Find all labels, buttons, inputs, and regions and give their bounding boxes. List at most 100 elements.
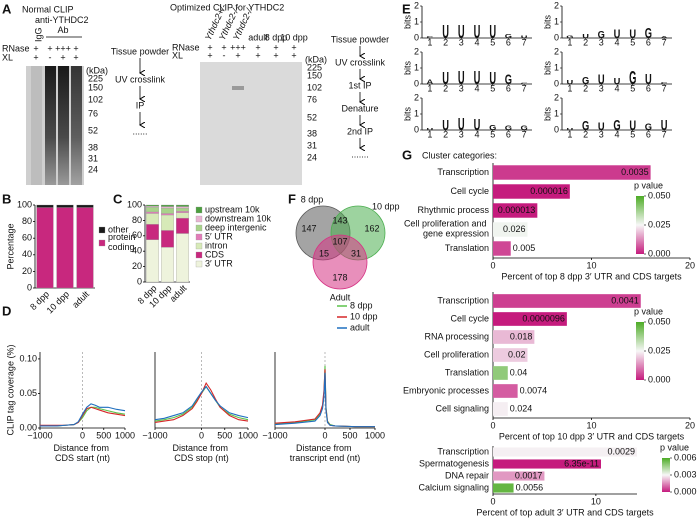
p-value-label: 0.005	[513, 243, 536, 253]
kda-label: 76	[88, 108, 98, 118]
lane-mark: +	[207, 42, 212, 52]
y-axis-label: bits	[402, 61, 412, 76]
colorbar-tick-label: 0.050	[648, 190, 671, 200]
logo-letter: U	[474, 23, 481, 43]
x-tick-label: 2	[583, 37, 588, 47]
bar-segment	[176, 211, 189, 213]
category-label: Translation	[445, 243, 489, 253]
p-value-label: 0.000016	[530, 186, 568, 196]
bar-segment	[56, 204, 74, 208]
y-tick-label: 0	[414, 78, 419, 88]
flow-step: UV crosslink	[115, 74, 166, 84]
logo-letter: U	[582, 33, 589, 39]
x-tick-label: −1000	[27, 430, 52, 440]
category-label: Transcription	[437, 295, 489, 305]
panel-label: E	[402, 1, 411, 16]
logo-letter: G	[613, 117, 620, 134]
text-line: Distance from	[172, 443, 230, 453]
text-line: CDS start (nt)	[55, 454, 110, 464]
bar	[493, 402, 508, 416]
colorbar-tick-label: 0.000	[648, 374, 671, 384]
y-tick-label: 1	[414, 62, 419, 72]
logo-letter: G	[645, 25, 652, 42]
row-label: RNase	[2, 43, 30, 53]
gel-title: Optimized CLIP for YTHDC2	[170, 2, 284, 12]
logo-letter: C	[661, 82, 668, 85]
p-value-label: 0.02	[508, 349, 526, 359]
flow-step: Denature	[341, 103, 378, 113]
y-tick-label: 2	[414, 92, 419, 102]
x-tick-label: 6	[506, 83, 511, 93]
p-value-label: 0.024	[510, 403, 533, 413]
kda-label: 102	[307, 82, 322, 92]
line-series	[154, 385, 249, 421]
x-tick-label: 0	[322, 430, 327, 440]
y-tick-label: 20	[132, 261, 142, 271]
legend-label: adult	[350, 322, 370, 332]
kda-unit: (kDa)	[86, 65, 108, 75]
y-axis-label: Percentage	[5, 223, 15, 269]
category-label: Transcription	[437, 446, 489, 456]
category-label: Cell cycle	[450, 186, 489, 196]
y-tick-label: 0	[137, 276, 142, 286]
colorbar-title: p value	[660, 442, 689, 452]
text-line: Cell proliferation and	[404, 219, 489, 229]
logo-letter: U	[442, 69, 449, 88]
y-axis-label: bits	[542, 61, 552, 76]
lane-mark: -	[223, 50, 226, 60]
lane-mark: +	[33, 52, 38, 62]
bar	[493, 312, 567, 326]
logo-letter: U	[645, 71, 652, 88]
category-label: Cell proliferation	[424, 349, 489, 359]
colorbar-title: p value	[634, 180, 663, 190]
text-line: transcript end (nt)	[290, 454, 361, 464]
y-tick-label: 0	[27, 282, 32, 292]
venn-set-label: 10 dpp	[372, 201, 400, 211]
p-value-label: 0.0029	[607, 446, 635, 456]
p-value-label: 0.0035	[621, 167, 649, 177]
p-value-label: 0.0017	[515, 470, 543, 480]
bar	[493, 241, 511, 256]
kda-label: 24	[307, 152, 317, 162]
venn-count: 107	[332, 236, 347, 246]
x-tick-label: 3	[599, 129, 604, 139]
colorbar-tick-label: 0.003	[674, 469, 697, 479]
x-tick-label: 4	[614, 83, 619, 93]
p-value-label: 0.026	[503, 224, 526, 234]
x-tick-label: 0	[199, 430, 204, 440]
x-tick-label: 6	[506, 129, 511, 139]
bar-segment	[161, 230, 174, 248]
logo-letter: G	[521, 125, 528, 132]
legend-swatch	[195, 233, 203, 241]
text-line: Ab	[57, 26, 68, 36]
legend-label: CDS	[205, 249, 224, 259]
logo-letter: U	[629, 28, 636, 41]
logo-letter: G	[505, 33, 512, 39]
lane-mark: +++	[55, 43, 71, 53]
p-value-label: 0.000013	[498, 205, 536, 215]
logo-letter: G	[582, 120, 589, 134]
y-tick-label: 0	[554, 124, 559, 134]
x-tick-label: 4	[614, 37, 619, 47]
bar	[493, 366, 508, 380]
x-tick-label: −1000	[262, 430, 287, 440]
logo-letter: U	[614, 77, 621, 86]
text-line: anti-YTHDC2	[35, 15, 91, 25]
line-series	[40, 403, 126, 427]
logo-letter: U	[458, 115, 465, 134]
legend-swatch	[98, 239, 106, 247]
legend-label: protein coding	[108, 232, 138, 252]
logo-letter: U	[566, 128, 573, 131]
bar-segment	[161, 204, 174, 207]
kda-label: 225	[307, 62, 322, 72]
venn-count: 147	[301, 223, 316, 233]
x-tick-label: 1	[427, 37, 432, 47]
y-axis-label: bits	[402, 107, 412, 122]
colorbar	[636, 196, 644, 254]
lane-mark: +	[221, 42, 226, 52]
logo-letter: G	[505, 125, 512, 132]
category-label: Calcium signaling	[418, 482, 489, 492]
lane-mark: +	[255, 42, 260, 52]
bar	[493, 330, 535, 344]
